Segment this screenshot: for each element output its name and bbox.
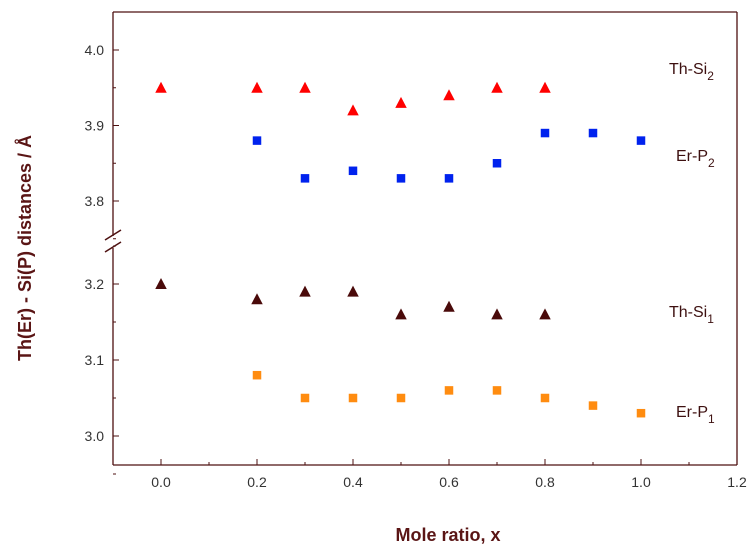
data-point-th-si1 <box>395 308 407 320</box>
data-point-th-si2 <box>539 81 551 93</box>
data-point-er-p1 <box>492 386 502 395</box>
series-label-er-p1: Er-P1 <box>676 404 715 426</box>
data-point-th-si2 <box>299 81 311 93</box>
data-point-th-si1 <box>491 308 503 320</box>
data-point-er-p2 <box>348 166 358 176</box>
data-point-er-p1 <box>444 386 454 395</box>
series-label-th-si1: Th-Si1 <box>669 304 714 326</box>
data-point-th-si1 <box>155 278 167 289</box>
data-point-th-si1 <box>443 300 455 312</box>
y-tick-label: 4.0 <box>85 42 105 58</box>
data-point-th-si1 <box>299 285 311 297</box>
data-point-er-p1 <box>588 401 598 410</box>
x-tick-label: 0.0 <box>151 474 171 490</box>
data-point-er-p1 <box>636 408 646 418</box>
data-point-th-si2 <box>251 81 263 93</box>
data-point-th-si2 <box>443 89 455 101</box>
data-point-er-p1 <box>300 393 310 403</box>
data-point-er-p1 <box>348 393 358 403</box>
y-tick-label: 3.8 <box>85 193 105 209</box>
data-point-th-si1 <box>347 285 359 297</box>
series-label-th-si2: Th-Si2 <box>669 61 714 83</box>
data-point-th-si1 <box>539 308 551 320</box>
x-tick-label: 1.0 <box>631 474 651 490</box>
data-point-th-si2 <box>491 81 503 93</box>
data-point-er-p1 <box>396 393 406 403</box>
data-point-er-p1 <box>252 370 262 380</box>
y-axis-title: Th(Er) - Si(P) distances / Å <box>15 135 35 361</box>
data-point-er-p2 <box>252 136 262 145</box>
data-point-er-p2 <box>300 174 310 183</box>
data-point-th-si2 <box>155 81 167 93</box>
data-point-er-p1 <box>540 393 550 403</box>
data-point-er-p2 <box>396 174 406 183</box>
y-tick-label: 3.1 <box>85 352 105 368</box>
data-point-th-si2 <box>347 104 359 116</box>
axis-break-mark <box>104 241 122 253</box>
x-tick-label: 1.2 <box>727 474 747 490</box>
y-tick-label: 3.9 <box>85 118 105 134</box>
x-tick-label: 0.6 <box>439 474 459 490</box>
data-point-er-p2 <box>540 128 550 138</box>
x-tick-label: 0.8 <box>535 474 555 490</box>
data-point-er-p2 <box>636 136 646 145</box>
data-point-th-si2 <box>395 96 407 108</box>
series-label-er-p2: Er-P2 <box>676 148 715 170</box>
data-point-th-si1 <box>251 293 263 305</box>
y-tick-label: 3.0 <box>85 428 105 444</box>
y-tick-label: 3.2 <box>85 276 105 292</box>
x-axis-title: Mole ratio, x <box>395 525 500 545</box>
data-point-er-p2 <box>444 174 454 183</box>
x-tick-label: 0.4 <box>343 474 363 490</box>
data-point-er-p2 <box>588 128 598 138</box>
plot-area: 0.0 0.2 0.4 0.6 0.8 1.0 1.2 3.8 3.9 4.0 3.0 3.1 3.2 T… <box>85 11 747 490</box>
x-tick-label: 0.2 <box>247 474 267 490</box>
axis-break-mark <box>104 229 122 241</box>
data-point-er-p2 <box>492 159 502 168</box>
